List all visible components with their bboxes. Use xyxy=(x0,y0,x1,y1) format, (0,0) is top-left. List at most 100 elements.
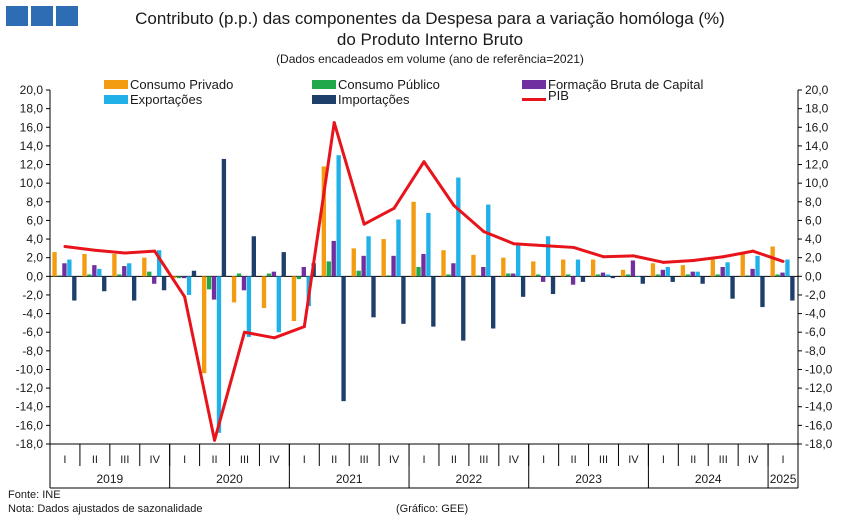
gee-logo xyxy=(6,6,78,26)
legend-label-exportacoes: Exportações xyxy=(130,92,203,107)
chart-title-line1: Contributo (p.p.) das componentes da Des… xyxy=(135,9,725,28)
legend-swatch-consumo-privado xyxy=(104,80,128,89)
pib-point xyxy=(213,438,217,442)
y-tick-label-left: 16,0 xyxy=(20,120,44,134)
legend-label-fbc: Formação Bruta de Capital xyxy=(548,77,704,92)
bar-exportacoes xyxy=(426,212,431,277)
bar-importacoes xyxy=(161,276,167,291)
y-tick-label-right: 2,0 xyxy=(805,251,822,265)
bar-consumo_privado xyxy=(172,276,177,279)
bar-importacoes xyxy=(102,276,107,292)
footer-note: Nota: Dados ajustados de sazonalidade xyxy=(8,503,203,515)
bar-exportacoes xyxy=(67,259,72,277)
pib-point xyxy=(362,222,366,226)
y-tick-label-left: -6,0 xyxy=(22,325,43,339)
x-tick-label: II xyxy=(690,454,696,466)
bar-importacoes xyxy=(251,236,256,277)
bar-fbc xyxy=(481,267,486,277)
y-tick-label-left: 0,0 xyxy=(26,269,43,283)
bar-consumo_publico xyxy=(565,274,571,277)
pib-point xyxy=(542,244,546,248)
y-tick-label-right: 8,0 xyxy=(805,195,822,209)
x-tick-label: II xyxy=(92,454,98,466)
bar-consumo_publico xyxy=(266,273,272,277)
pib-point xyxy=(721,255,725,259)
bar-consumo_privado xyxy=(650,263,656,277)
y-tick-label-left: 4,0 xyxy=(26,232,43,246)
bar-consumo_publico xyxy=(595,274,601,277)
pib-point xyxy=(602,255,606,259)
x-tick-label: IV xyxy=(748,454,759,466)
bar-consumo_privado xyxy=(82,253,87,277)
bar-fbc xyxy=(421,253,426,277)
bar-importacoes xyxy=(550,276,556,295)
bar-fbc xyxy=(600,272,606,277)
bar-importacoes xyxy=(461,276,466,341)
x-year-label: 2024 xyxy=(695,472,722,486)
legend-label-importacoes: Importações xyxy=(338,92,410,107)
bar-consumo_privado xyxy=(201,276,207,374)
bar-importacoes xyxy=(191,270,197,277)
x-tick-label: IV xyxy=(628,454,639,466)
legend-swatch-exportacoes xyxy=(104,95,128,104)
bar-consumo_publico xyxy=(655,274,661,277)
x-tick-label: II xyxy=(331,454,337,466)
bar-importacoes xyxy=(760,276,765,308)
logo-square xyxy=(6,6,28,26)
bar-fbc xyxy=(660,269,666,277)
logo-square xyxy=(56,6,78,26)
bar-fbc xyxy=(62,263,67,277)
x-year-label: 2020 xyxy=(216,472,243,486)
bar-consumo_publico xyxy=(296,276,302,280)
y-tick-label-left: 2,0 xyxy=(26,251,43,265)
bar-fbc xyxy=(750,268,755,277)
bar-importacoes xyxy=(371,276,376,318)
bar-importacoes xyxy=(401,276,406,324)
bar-fbc xyxy=(511,273,516,277)
bar-exportacoes xyxy=(396,219,401,277)
bar-consumo_publico xyxy=(386,275,391,277)
legend-item-fbc: Formação Bruta de Capital xyxy=(522,77,703,92)
y-tick-label-left: 14,0 xyxy=(20,139,44,153)
legend-item-consumo-publico: Consumo Público xyxy=(312,77,440,92)
x-tick-label: IV xyxy=(389,454,400,466)
bar-consumo_publico xyxy=(206,276,212,290)
x-tick-label: III xyxy=(120,454,129,466)
bar-consumo_publico xyxy=(446,274,451,277)
y-tick-label-right: 4,0 xyxy=(805,232,822,246)
bar-fbc xyxy=(720,267,725,277)
y-tick-label-right: 12,0 xyxy=(805,158,829,172)
y-tick-label-left: 8,0 xyxy=(26,195,43,209)
y-tick-label-left: -16,0 xyxy=(16,418,44,432)
bar-importacoes xyxy=(670,276,675,282)
pib-point xyxy=(751,249,755,253)
pib-point xyxy=(631,254,635,258)
bar-exportacoes xyxy=(216,276,222,433)
bar-consumo_privado xyxy=(770,246,775,277)
y-tick-label-left: -12,0 xyxy=(16,381,44,395)
bar-consumo_privado xyxy=(680,265,686,277)
x-tick-label: I xyxy=(63,454,66,466)
y-tick-label-right: -8,0 xyxy=(805,344,826,358)
y-tick-label-right: 0,0 xyxy=(805,269,822,283)
y-tick-label-left: -8,0 xyxy=(22,344,43,358)
legend-swatch-pib xyxy=(522,98,546,101)
bar-exportacoes xyxy=(575,259,581,277)
pib-point xyxy=(512,242,516,246)
pib-point xyxy=(572,245,576,249)
bar-consumo_privado xyxy=(531,261,536,277)
y-tick-label-right: 16,0 xyxy=(805,120,829,134)
bar-fbc xyxy=(271,271,277,277)
bar-importacoes xyxy=(700,276,705,284)
bar-importacoes xyxy=(580,276,586,282)
y-tick-label-right: -2,0 xyxy=(805,288,826,302)
chart-title: Contributo (p.p.) das componentes da Des… xyxy=(60,8,800,50)
y-tick-label-right: 18,0 xyxy=(805,102,829,116)
x-tick-label: I xyxy=(782,454,785,466)
bar-consumo_privado xyxy=(620,269,626,277)
bar-exportacoes xyxy=(246,276,252,337)
bar-consumo_privado xyxy=(381,239,386,277)
bar-consumo_publico xyxy=(236,273,242,277)
x-year-label: 2019 xyxy=(96,472,123,486)
